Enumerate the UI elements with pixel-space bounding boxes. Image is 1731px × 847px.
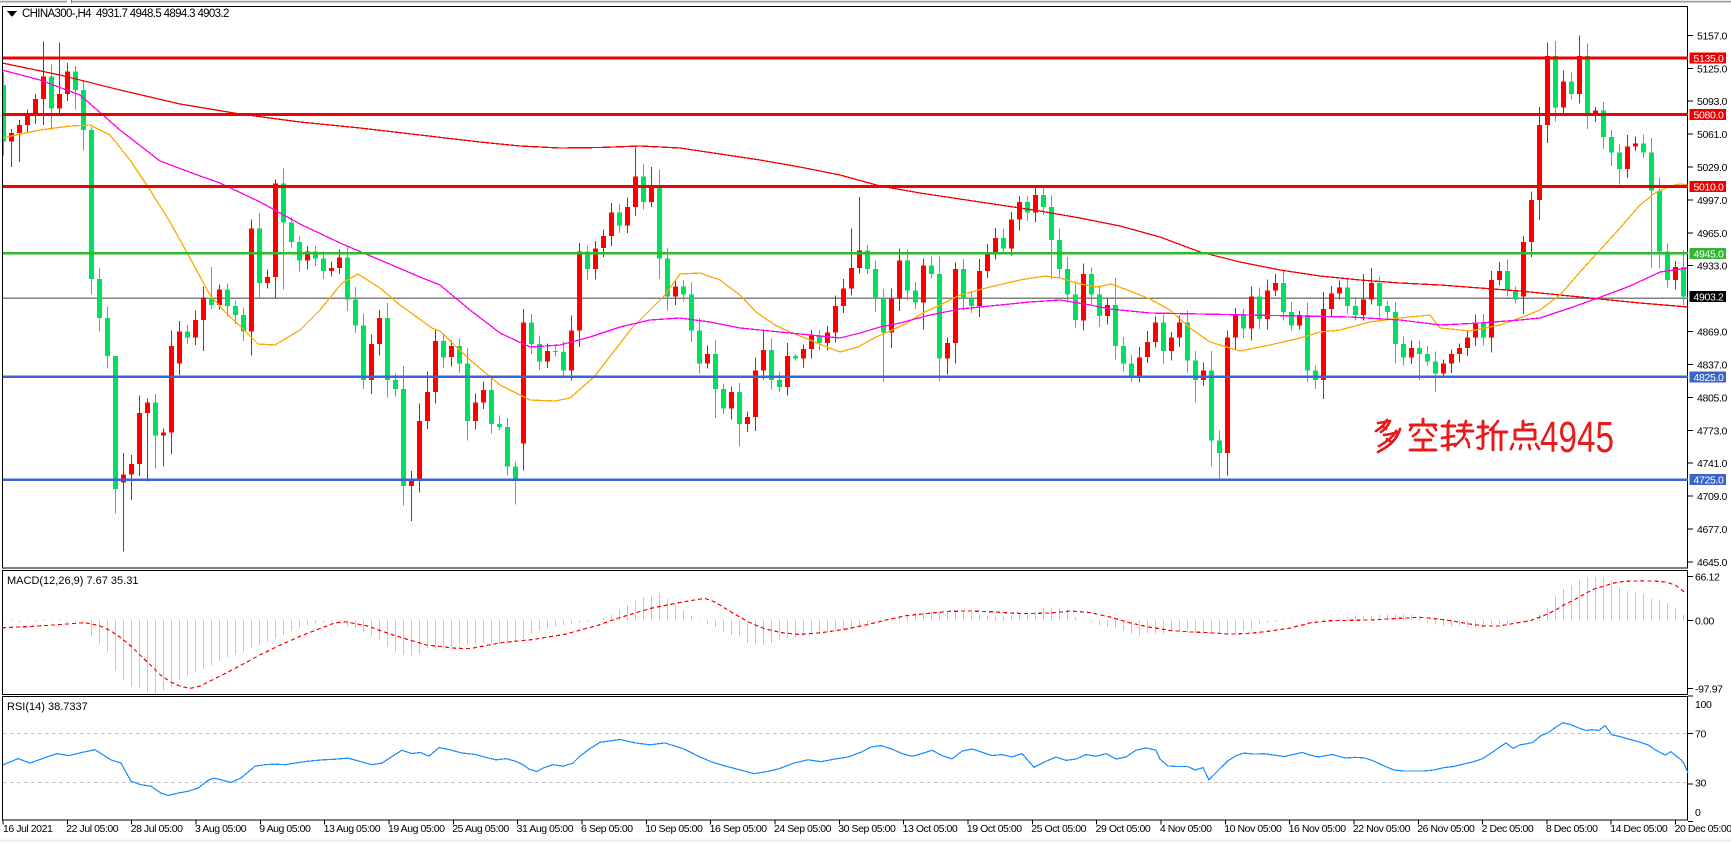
svg-text:5080.0: 5080.0: [1694, 110, 1725, 122]
svg-text:25 Oct 05:00: 25 Oct 05:00: [1031, 823, 1086, 835]
svg-text:4709.0: 4709.0: [1697, 491, 1728, 503]
svg-text:5135.0: 5135.0: [1694, 53, 1725, 65]
svg-text:29 Oct 05:00: 29 Oct 05:00: [1096, 823, 1151, 835]
svg-text:16 Nov 05:00: 16 Nov 05:00: [1289, 823, 1347, 835]
svg-text:5029.0: 5029.0: [1697, 162, 1728, 174]
svg-text:4837.0: 4837.0: [1697, 360, 1728, 372]
svg-text:19 Aug 05:00: 19 Aug 05:00: [388, 823, 445, 835]
svg-text:14 Dec 05:00: 14 Dec 05:00: [1610, 823, 1668, 835]
svg-text:4677.0: 4677.0: [1697, 524, 1728, 536]
svg-text:100: 100: [1695, 699, 1712, 711]
svg-text:4 Nov 05:00: 4 Nov 05:00: [1160, 823, 1212, 835]
svg-text:4645.0: 4645.0: [1697, 557, 1728, 569]
svg-text:3 Aug 05:00: 3 Aug 05:00: [195, 823, 247, 835]
svg-text:31 Aug 05:00: 31 Aug 05:00: [517, 823, 574, 835]
svg-text:20 Dec 05:00: 20 Dec 05:00: [1675, 823, 1731, 835]
svg-text:9 Aug 05:00: 9 Aug 05:00: [259, 823, 311, 835]
svg-text:30: 30: [1695, 778, 1706, 790]
svg-text:4945.0: 4945.0: [1694, 248, 1725, 260]
svg-text:16 Jul 2021: 16 Jul 2021: [3, 823, 53, 835]
svg-text:26 Nov 05:00: 26 Nov 05:00: [1417, 823, 1475, 835]
svg-text:4805.0: 4805.0: [1697, 392, 1728, 404]
svg-text:13 Oct 05:00: 13 Oct 05:00: [903, 823, 958, 835]
svg-text:4997.0: 4997.0: [1697, 195, 1728, 207]
svg-text:4933.0: 4933.0: [1697, 261, 1728, 273]
svg-text:10 Sep 05:00: 10 Sep 05:00: [645, 823, 703, 835]
svg-text:5093.0: 5093.0: [1697, 96, 1728, 108]
svg-text:2 Dec 05:00: 2 Dec 05:00: [1482, 823, 1534, 835]
svg-text:25 Aug 05:00: 25 Aug 05:00: [452, 823, 509, 835]
svg-text:RSI(14) 38.7337: RSI(14) 38.7337: [7, 701, 88, 713]
svg-text:4825.0: 4825.0: [1694, 372, 1725, 384]
svg-text:4773.0: 4773.0: [1697, 425, 1728, 437]
svg-text:22 Nov 05:00: 22 Nov 05:00: [1353, 823, 1411, 835]
svg-text:4725.0: 4725.0: [1694, 475, 1725, 487]
svg-text:5010.0: 5010.0: [1694, 182, 1725, 194]
svg-text:22 Jul 05:00: 22 Jul 05:00: [66, 823, 118, 835]
svg-text:19 Oct 05:00: 19 Oct 05:00: [967, 823, 1022, 835]
svg-text:70: 70: [1695, 729, 1706, 741]
svg-text:0: 0: [1695, 807, 1701, 819]
svg-text:66.12: 66.12: [1695, 572, 1720, 584]
svg-text:5157.0: 5157.0: [1697, 30, 1728, 42]
svg-text:-97.97: -97.97: [1695, 684, 1723, 696]
svg-text:4869.0: 4869.0: [1697, 327, 1728, 339]
svg-text:4903.2: 4903.2: [1694, 291, 1725, 303]
svg-text:13 Aug 05:00: 13 Aug 05:00: [324, 823, 381, 835]
svg-text:10 Nov 05:00: 10 Nov 05:00: [1224, 823, 1282, 835]
svg-text:16 Sep 05:00: 16 Sep 05:00: [710, 823, 768, 835]
svg-text:8 Dec 05:00: 8 Dec 05:00: [1546, 823, 1598, 835]
svg-text:4741.0: 4741.0: [1697, 458, 1728, 470]
svg-text:4945: 4945: [1540, 413, 1614, 462]
svg-text:4965.0: 4965.0: [1697, 228, 1728, 240]
svg-text:30 Sep 05:00: 30 Sep 05:00: [838, 823, 896, 835]
svg-text:6 Sep 05:00: 6 Sep 05:00: [581, 823, 633, 835]
svg-text:5061.0: 5061.0: [1697, 129, 1728, 141]
svg-text:MACD(12,26,9) 7.67 35.31: MACD(12,26,9) 7.67 35.31: [7, 575, 138, 587]
svg-text:24 Sep 05:00: 24 Sep 05:00: [774, 823, 832, 835]
svg-text:28 Jul 05:00: 28 Jul 05:00: [131, 823, 183, 835]
svg-text:5125.0: 5125.0: [1697, 63, 1728, 75]
svg-text:0.00: 0.00: [1695, 616, 1715, 628]
svg-text:CHINA300-,H4 4931.7 4948.5 48: CHINA300-,H4 4931.7 4948.5 4894.3 4903.2: [22, 8, 229, 20]
